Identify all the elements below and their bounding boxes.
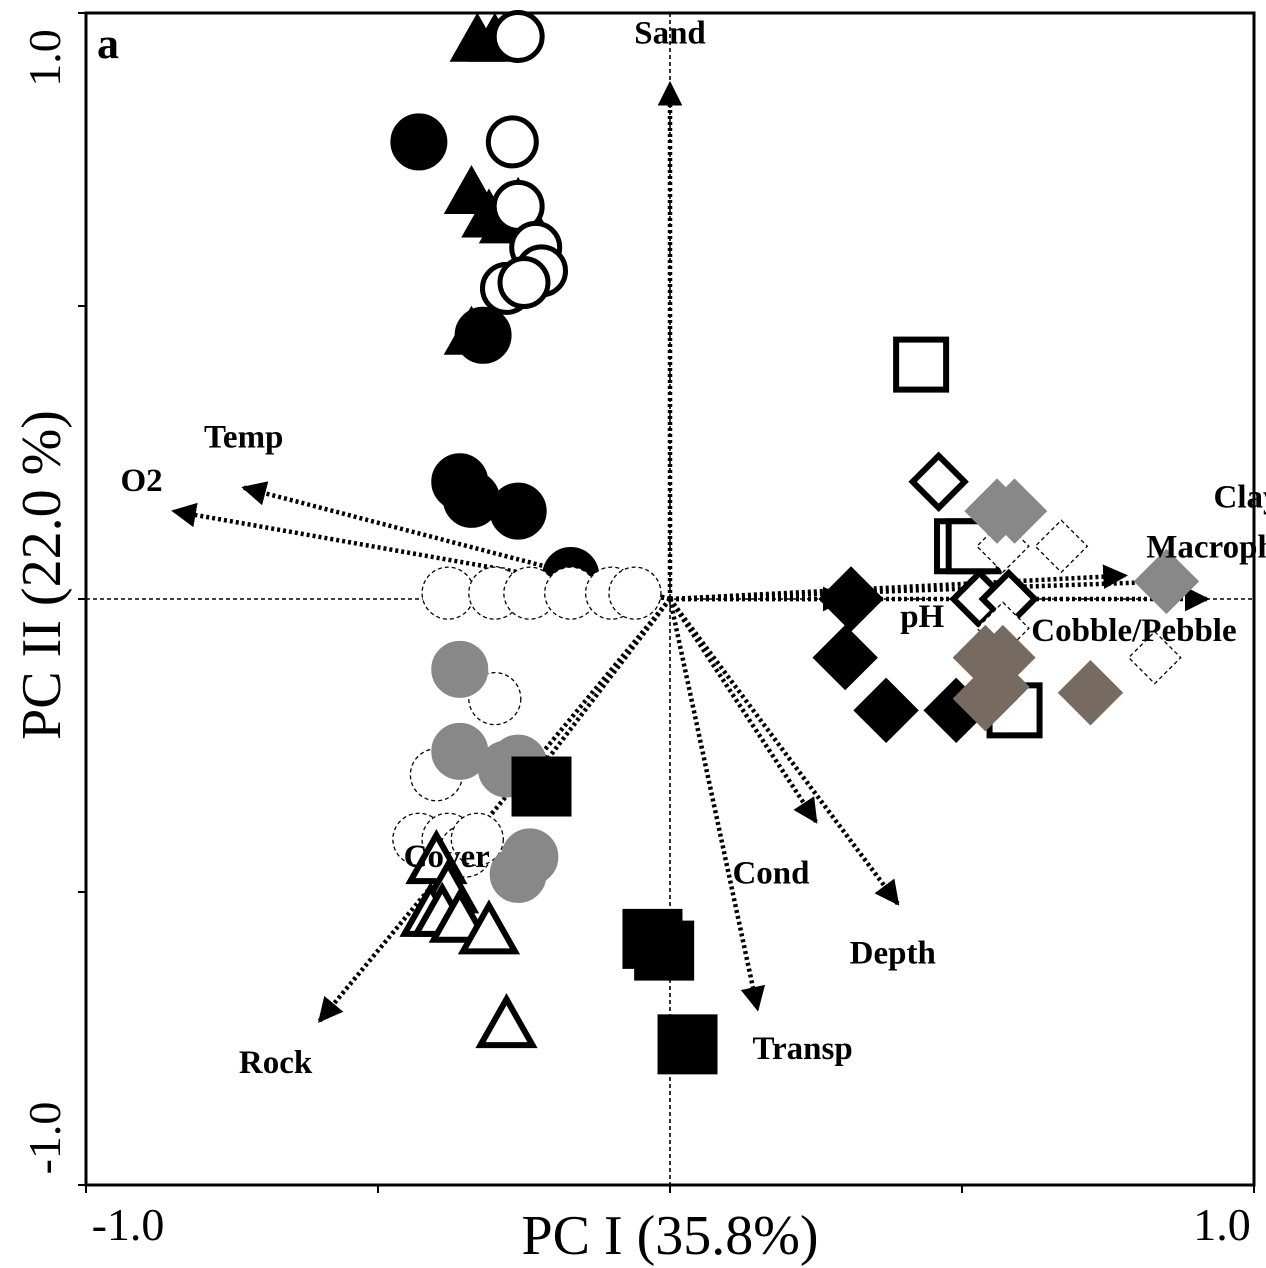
data-point-circle [485, 115, 539, 169]
data-point-diamond [981, 478, 1048, 544]
data-point-triangle-open [475, 993, 538, 1049]
x-tick-label-min: -1.0 [92, 1199, 165, 1250]
x-axis-title: PC I (35.8%) [521, 1205, 818, 1267]
vector-label-sand: Sand [634, 15, 706, 51]
vector-label-cover: Cover [404, 839, 490, 875]
data-point-diamond [952, 665, 1019, 732]
vector-label-macrophy: Macrophy [1146, 529, 1266, 565]
data-point-circle [491, 9, 545, 63]
vector-cond [668, 597, 818, 824]
data-point-square-open [893, 336, 950, 393]
vector-label-ph: pH [900, 599, 944, 635]
axis-ticks [78, 12, 1255, 1193]
data-point-circle [608, 566, 662, 620]
vector-transp [667, 598, 766, 1012]
data-point-circle [390, 113, 448, 171]
data-point-circle [497, 256, 551, 310]
data-point-circle [489, 845, 547, 903]
panel-label: a [97, 19, 119, 68]
data-point-diamond-open [1034, 519, 1089, 574]
y-tick-label-min: -1.0 [19, 1102, 70, 1175]
sample-points [390, 9, 1200, 1075]
y-axis-title: PC II (22.0 %) [11, 410, 73, 740]
data-point-square [634, 920, 695, 981]
vector-label-cobble-pebble: Cobble/Pebble [1031, 613, 1236, 649]
vector-label-transp: Transp [752, 1031, 852, 1067]
data-point-circle [454, 306, 512, 364]
vector-label-depth: Depth [850, 936, 936, 972]
data-point-diamond-open [1127, 630, 1182, 685]
data-point-diamond [853, 677, 919, 744]
vector-labels: Sand Temp O2 Clay Macrophy pH Cobble/Pebble Con… [121, 15, 1266, 1081]
data-point-circle [450, 812, 504, 866]
data-point-circle [421, 566, 475, 620]
vector-label-cond: Cond [732, 856, 809, 892]
data-point-circle [442, 470, 500, 528]
vector-label-clay: Clay [1214, 480, 1266, 516]
vector-rock [317, 597, 672, 1023]
data-point-square [657, 1014, 718, 1075]
data-point-diamond [1057, 660, 1124, 726]
data-point-diamond-open [908, 451, 969, 513]
data-point-circle [431, 640, 489, 698]
data-point-square [511, 756, 572, 817]
data-point-triangle-open [457, 899, 521, 955]
data-point-circle [431, 722, 489, 780]
vector-label-o2: O2 [121, 463, 163, 499]
data-point-diamond [1133, 548, 1200, 615]
vector-label-rock: Rock [239, 1045, 313, 1081]
x-tick-label-max: 1.0 [1193, 1199, 1251, 1250]
data-point-diamond [812, 624, 878, 691]
y-tick-label-max: 1.0 [19, 29, 70, 87]
vector-label-temp: Temp [204, 420, 283, 456]
data-point-circle [489, 482, 547, 540]
vector-clay [669, 564, 1128, 602]
